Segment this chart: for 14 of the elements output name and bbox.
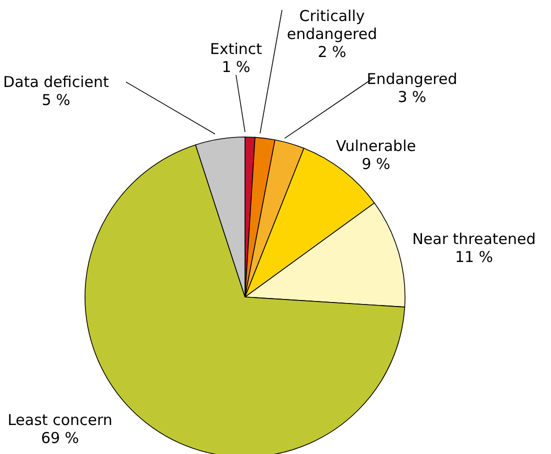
slice-label: Extinct xyxy=(210,40,262,58)
slice-label: Least concern xyxy=(8,411,112,429)
slice-label: Data deficient xyxy=(3,73,110,91)
data-label: 5 % xyxy=(42,91,70,109)
data-label: 69 % xyxy=(40,429,80,447)
data-label: 11 % xyxy=(454,248,494,266)
data-label: 9 % xyxy=(362,155,390,173)
data-label: 1 % xyxy=(222,58,250,76)
slice-label: Endangered xyxy=(366,70,458,88)
slice-label: Near threatened xyxy=(412,230,536,248)
slice-label: Vulnerable xyxy=(336,137,416,155)
data-label: 2 % xyxy=(318,43,346,61)
slice-label: Critically endangered xyxy=(286,7,378,43)
data-label: 3 % xyxy=(398,88,426,106)
